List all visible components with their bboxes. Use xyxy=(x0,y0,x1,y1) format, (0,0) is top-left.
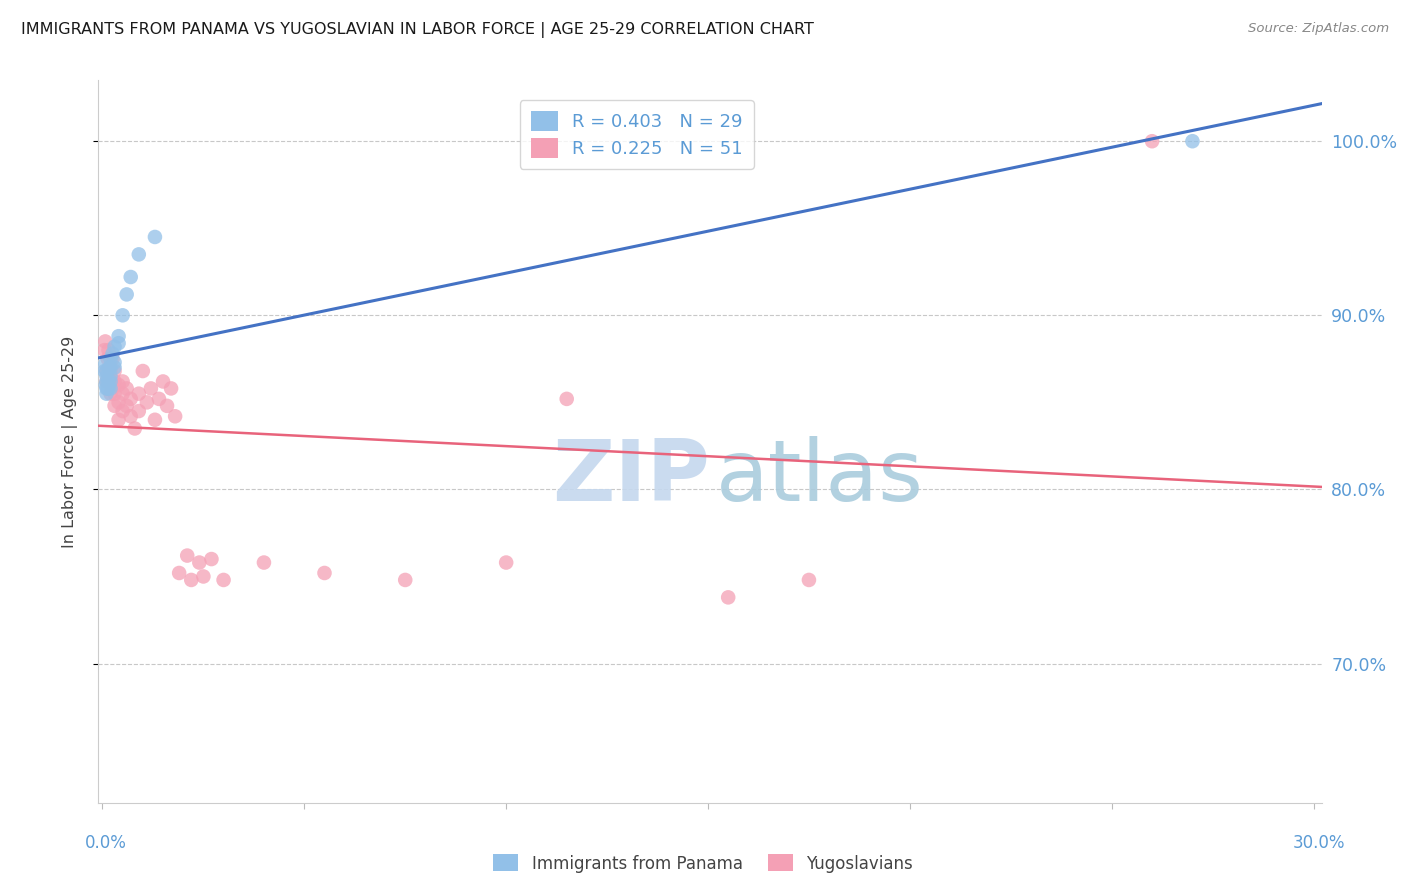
Point xyxy=(111,375,134,389)
Point xyxy=(128,247,150,261)
Point xyxy=(98,360,121,375)
Point xyxy=(111,386,134,401)
Point xyxy=(495,556,517,570)
Point xyxy=(103,340,125,354)
Point xyxy=(128,386,150,401)
Point xyxy=(97,351,120,366)
Point xyxy=(103,399,125,413)
Point xyxy=(115,287,138,301)
Point xyxy=(96,386,118,401)
Point xyxy=(132,364,155,378)
Point xyxy=(96,375,118,389)
Text: 30.0%: 30.0% xyxy=(1292,834,1346,852)
Point xyxy=(167,566,190,580)
Point xyxy=(100,375,122,389)
Point xyxy=(96,364,118,378)
Point xyxy=(212,573,235,587)
Legend: R = 0.403   N = 29, R = 0.225   N = 51: R = 0.403 N = 29, R = 0.225 N = 51 xyxy=(520,100,754,169)
Y-axis label: In Labor Force | Age 25-29: In Labor Force | Age 25-29 xyxy=(62,335,77,548)
Point xyxy=(314,566,336,580)
Point xyxy=(97,375,120,389)
Text: Source: ZipAtlas.com: Source: ZipAtlas.com xyxy=(1249,22,1389,36)
Point xyxy=(96,364,118,378)
Point xyxy=(394,573,416,587)
Point xyxy=(165,409,187,424)
Point xyxy=(100,351,122,366)
Point xyxy=(180,573,202,587)
Point xyxy=(103,375,125,389)
Point xyxy=(555,392,578,406)
Point xyxy=(107,378,129,392)
Point xyxy=(139,381,162,395)
Point xyxy=(111,404,134,418)
Text: ZIP: ZIP xyxy=(553,436,710,519)
Point xyxy=(100,364,122,378)
Point xyxy=(107,413,129,427)
Point xyxy=(97,343,120,358)
Text: IMMIGRANTS FROM PANAMA VS YUGOSLAVIAN IN LABOR FORCE | AGE 25-29 CORRELATION CHA: IMMIGRANTS FROM PANAMA VS YUGOSLAVIAN IN… xyxy=(21,22,814,38)
Point xyxy=(94,378,117,392)
Point xyxy=(135,395,157,409)
Point xyxy=(253,556,276,570)
Point xyxy=(101,351,124,366)
Point xyxy=(797,573,820,587)
Point xyxy=(188,556,211,570)
Legend: Immigrants from Panama, Yugoslavians: Immigrants from Panama, Yugoslavians xyxy=(486,847,920,880)
Point xyxy=(148,392,170,406)
Point xyxy=(103,360,125,375)
Point xyxy=(128,404,150,418)
Point xyxy=(717,591,740,605)
Text: atlas: atlas xyxy=(716,436,924,519)
Point xyxy=(107,329,129,343)
Point xyxy=(120,392,142,406)
Point xyxy=(156,399,179,413)
Point xyxy=(160,381,183,395)
Point xyxy=(97,381,120,395)
Point xyxy=(152,375,174,389)
Point xyxy=(1181,134,1204,148)
Point xyxy=(124,421,146,435)
Point xyxy=(176,549,198,563)
Point xyxy=(103,364,125,378)
Point xyxy=(100,381,122,395)
Point xyxy=(96,381,118,395)
Point xyxy=(100,375,122,389)
Point xyxy=(1140,134,1163,148)
Text: 0.0%: 0.0% xyxy=(84,834,127,852)
Point xyxy=(200,552,222,566)
Point xyxy=(103,386,125,401)
Point xyxy=(96,369,118,384)
Point xyxy=(97,381,120,395)
Point xyxy=(107,336,129,351)
Point xyxy=(120,409,142,424)
Point xyxy=(100,360,122,375)
Point xyxy=(93,343,115,358)
Point xyxy=(115,399,138,413)
Point xyxy=(101,346,124,360)
Point xyxy=(120,270,142,285)
Point xyxy=(100,386,122,401)
Point xyxy=(107,395,129,409)
Point xyxy=(193,569,215,583)
Point xyxy=(93,364,115,378)
Point xyxy=(115,381,138,395)
Point xyxy=(103,355,125,369)
Point xyxy=(94,357,117,371)
Point xyxy=(100,369,122,384)
Point xyxy=(96,375,118,389)
Point xyxy=(143,413,166,427)
Point xyxy=(143,230,166,244)
Point xyxy=(94,334,117,349)
Point xyxy=(111,308,134,322)
